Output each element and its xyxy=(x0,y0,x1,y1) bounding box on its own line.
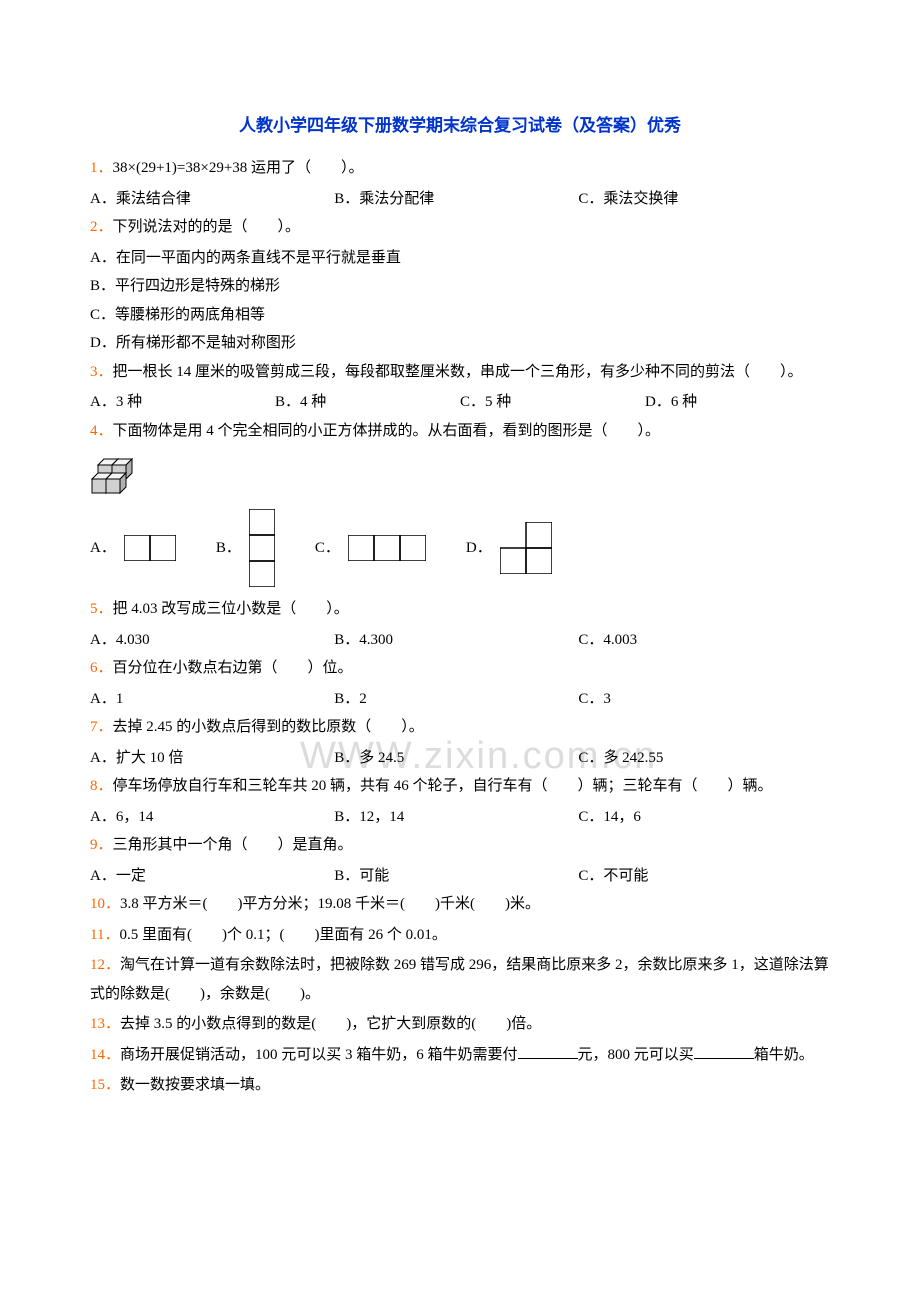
q2-opt-c: C．等腰梯形的两底角相等 xyxy=(90,301,830,330)
q3-opt-b: B．4 种 xyxy=(275,388,460,417)
q1-text: 38×(29+1)=38×29+38 运用了（ ）。 xyxy=(113,160,364,176)
qnum: 5． xyxy=(90,601,113,617)
q15-text: 数一数按要求填一填。 xyxy=(120,1077,270,1093)
qnum: 6． xyxy=(90,660,113,676)
q6-opt-a: A．1 xyxy=(90,685,334,714)
q7-opt-a: A．扩大 10 倍 xyxy=(90,744,334,773)
qnum: 7． xyxy=(90,719,113,735)
question-9: 9．三角形其中一个角（ ）是直角。 xyxy=(90,831,830,860)
qnum: 2． xyxy=(90,219,113,235)
q5-opt-a: A．4.030 xyxy=(90,626,334,655)
q13-text: 去掉 3.5 的小数点得到的数是( )，它扩大到原数的( )倍。 xyxy=(120,1016,541,1032)
question-11: 11．0.5 里面有( )个 0.1；( )里面有 26 个 0.01。 xyxy=(90,921,830,950)
question-7: 7．去掉 2.45 的小数点后得到的数比原数（ ）。 xyxy=(90,713,830,742)
q14-text-a: 商场开展促销活动，100 元可以买 3 箱牛奶，6 箱牛奶需要付 xyxy=(120,1047,518,1063)
q3-opt-c: C．5 种 xyxy=(460,388,645,417)
q11-text: 0.5 里面有( )个 0.1；( )里面有 26 个 0.01。 xyxy=(119,927,446,943)
q3-text: 把一根长 14 厘米的吸管剪成三段，每段都取整厘米数，串成一个三角形，有多少种不… xyxy=(113,364,803,380)
q7-options: A．扩大 10 倍 B．多 24.5 C．多 242.55 xyxy=(90,744,830,773)
q2-options: A．在同一平面内的两条直线不是平行就是垂直 B．平行四边形是特殊的梯形 C．等腰… xyxy=(90,244,830,358)
q1-options: A．乘法结合律 B．乘法分配律 C．乘法交换律 xyxy=(90,185,830,214)
qnum: 11． xyxy=(90,927,119,943)
question-15: 15．数一数按要求填一填。 xyxy=(90,1071,830,1100)
qnum: 1． xyxy=(90,160,113,176)
shape-a-icon xyxy=(124,535,176,561)
q5-opt-c: C．4.003 xyxy=(578,626,822,655)
q14-text-c: 箱牛奶。 xyxy=(754,1047,814,1063)
shape-c-icon xyxy=(348,535,426,561)
q2-text: 下列说法对的的是（ ）。 xyxy=(113,219,301,235)
q3-opt-d: D．6 种 xyxy=(645,388,830,417)
q1-opt-a: A．乘法结合律 xyxy=(90,185,334,214)
q4-opt-a: A． xyxy=(90,534,176,563)
q4-opt-c-label: C． xyxy=(315,534,340,563)
q4-opt-a-label: A． xyxy=(90,534,116,563)
q3-opt-a: A．3 种 xyxy=(90,388,275,417)
qnum: 9． xyxy=(90,837,113,853)
q9-opt-a: A．一定 xyxy=(90,862,334,891)
q7-opt-c: C．多 242.55 xyxy=(578,744,822,773)
qnum: 8． xyxy=(90,778,113,794)
question-13: 13．去掉 3.5 的小数点得到的数是( )，它扩大到原数的( )倍。 xyxy=(90,1010,830,1039)
question-10: 10．3.8 平方米＝( )平方分米；19.08 千米＝( )千米( )米。 xyxy=(90,890,830,919)
question-12: 12．淘气在计算一道有余数除法时，把被除数 269 错写成 296，结果商比原来… xyxy=(90,951,830,1008)
q8-opt-a: A．6，14 xyxy=(90,803,334,832)
q3-options: A．3 种 B．4 种 C．5 种 D．6 种 xyxy=(90,388,830,417)
q8-opt-b: B．12，14 xyxy=(334,803,578,832)
qnum: 4． xyxy=(90,423,113,439)
q10-text: 3.8 平方米＝( )平方分米；19.08 千米＝( )千米( )米。 xyxy=(120,896,540,912)
q1-opt-b: B．乘法分配律 xyxy=(334,185,578,214)
q4-opt-d: D． xyxy=(466,522,552,574)
q2-opt-a: A．在同一平面内的两条直线不是平行就是垂直 xyxy=(90,244,830,273)
question-5: 5．把 4.03 改写成三位小数是（ ）。 xyxy=(90,595,830,624)
question-1: 1．38×(29+1)=38×29+38 运用了（ ）。 xyxy=(90,154,830,183)
q7-opt-b: B．多 24.5 xyxy=(334,744,578,773)
question-6: 6．百分位在小数点右边第（ ）位。 xyxy=(90,654,830,683)
q9-opt-b: B．可能 xyxy=(334,862,578,891)
question-2: 2．下列说法对的的是（ ）。 xyxy=(90,213,830,242)
q4-options: A． B． C． D． xyxy=(90,509,830,587)
q14-text-b: 元，800 元可以买 xyxy=(578,1047,694,1063)
q6-text: 百分位在小数点右边第（ ）位。 xyxy=(113,660,353,676)
qnum: 13． xyxy=(90,1016,120,1032)
q5-opt-b: B．4.300 xyxy=(334,626,578,655)
qnum: 14． xyxy=(90,1047,120,1063)
q4-text: 下面物体是用 4 个完全相同的小正方体拼成的。从右面看，看到的图形是（ ）。 xyxy=(113,423,661,439)
q8-text: 停车场停放自行车和三轮车共 20 辆，共有 46 个轮子，自行车有（ ）辆；三轮… xyxy=(113,778,773,794)
cubes-3d-icon xyxy=(90,451,162,501)
question-4: 4．下面物体是用 4 个完全相同的小正方体拼成的。从右面看，看到的图形是（ ）。 xyxy=(90,417,830,446)
q2-opt-b: B．平行四边形是特殊的梯形 xyxy=(90,272,830,301)
q8-options: A．6，14 B．12，14 C．14，6 xyxy=(90,803,830,832)
q4-opt-d-label: D． xyxy=(466,534,492,563)
question-3: 3．把一根长 14 厘米的吸管剪成三段，每段都取整厘米数，串成一个三角形，有多少… xyxy=(90,358,830,387)
qnum: 10． xyxy=(90,896,120,912)
qnum: 3． xyxy=(90,364,113,380)
q4-opt-b-label: B． xyxy=(216,534,241,563)
q5-options: A．4.030 B．4.300 C．4.003 xyxy=(90,626,830,655)
q6-opt-c: C．3 xyxy=(578,685,822,714)
shape-b-icon xyxy=(249,509,275,587)
page-title: 人教小学四年级下册数学期末综合复习试卷（及答案）优秀 xyxy=(90,110,830,142)
q6-opt-b: B．2 xyxy=(334,685,578,714)
q9-text: 三角形其中一个角（ ）是直角。 xyxy=(113,837,353,853)
question-14: 14．商场开展促销活动，100 元可以买 3 箱牛奶，6 箱牛奶需要付 元，800… xyxy=(90,1041,830,1070)
shape-d-icon xyxy=(500,522,552,574)
q6-options: A．1 B．2 C．3 xyxy=(90,685,830,714)
qnum: 15． xyxy=(90,1077,120,1093)
q2-opt-d: D．所有梯形都不是轴对称图形 xyxy=(90,329,830,358)
blank xyxy=(518,1044,578,1059)
q7-text: 去掉 2.45 的小数点后得到的数比原数（ ）。 xyxy=(113,719,424,735)
q8-opt-c: C．14，6 xyxy=(578,803,822,832)
q9-options: A．一定 B．可能 C．不可能 xyxy=(90,862,830,891)
q1-opt-c: C．乘法交换律 xyxy=(578,185,822,214)
q5-text: 把 4.03 改写成三位小数是（ ）。 xyxy=(113,601,349,617)
question-8: 8．停车场停放自行车和三轮车共 20 辆，共有 46 个轮子，自行车有（ ）辆；… xyxy=(90,772,830,801)
qnum: 12． xyxy=(90,957,120,973)
q4-opt-c: C． xyxy=(315,534,426,563)
q9-opt-c: C．不可能 xyxy=(578,862,822,891)
blank xyxy=(694,1044,754,1059)
q12-text: 淘气在计算一道有余数除法时，把被除数 269 错写成 296，结果商比原来多 2… xyxy=(90,957,829,1002)
q4-opt-b: B． xyxy=(216,509,275,587)
